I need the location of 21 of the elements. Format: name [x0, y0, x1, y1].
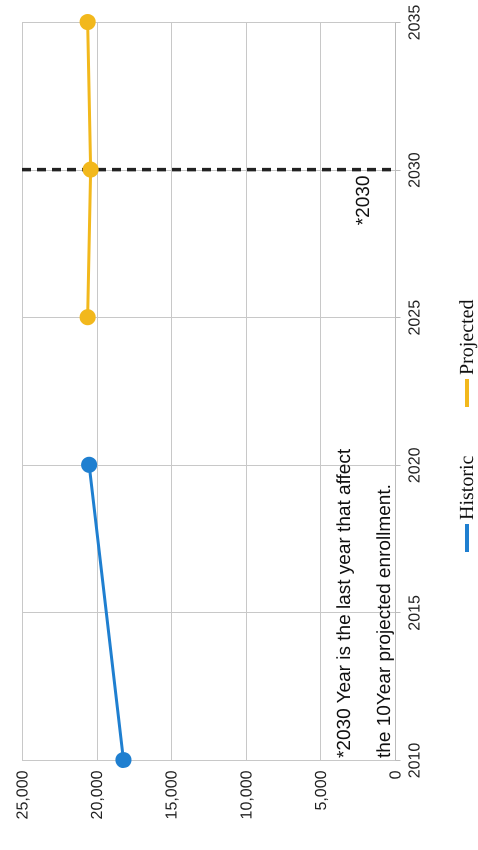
point — [80, 14, 96, 30]
x-tick-label: 10,000 — [238, 770, 256, 820]
annotation: *2030 Year is the last year that affect the 10Year projected enrollment. — [334, 448, 395, 758]
y-tick-label: 2020 — [406, 447, 424, 484]
y-tick-label: 2010 — [406, 742, 424, 778]
ref-line-label: *2030 — [353, 176, 374, 226]
x-tick-label: 20,000 — [89, 770, 106, 820]
point — [81, 456, 98, 473]
point — [82, 162, 99, 178]
point — [80, 309, 96, 326]
y-tick-label: 2030 — [406, 152, 424, 188]
point — [115, 752, 132, 768]
x-tick-label: 25,000 — [14, 770, 32, 820]
text: Historic — [456, 455, 478, 520]
x-tick-label: 0 — [388, 770, 404, 780]
y-tick-label: 2025 — [406, 300, 424, 336]
x-tick-label: 15,000 — [164, 770, 181, 820]
x-tick-label: 5,000 — [312, 770, 330, 811]
text: Projected — [456, 299, 478, 375]
y-tick-label: 2035 — [406, 4, 424, 40]
y-tick-label: 2015 — [406, 595, 424, 631]
